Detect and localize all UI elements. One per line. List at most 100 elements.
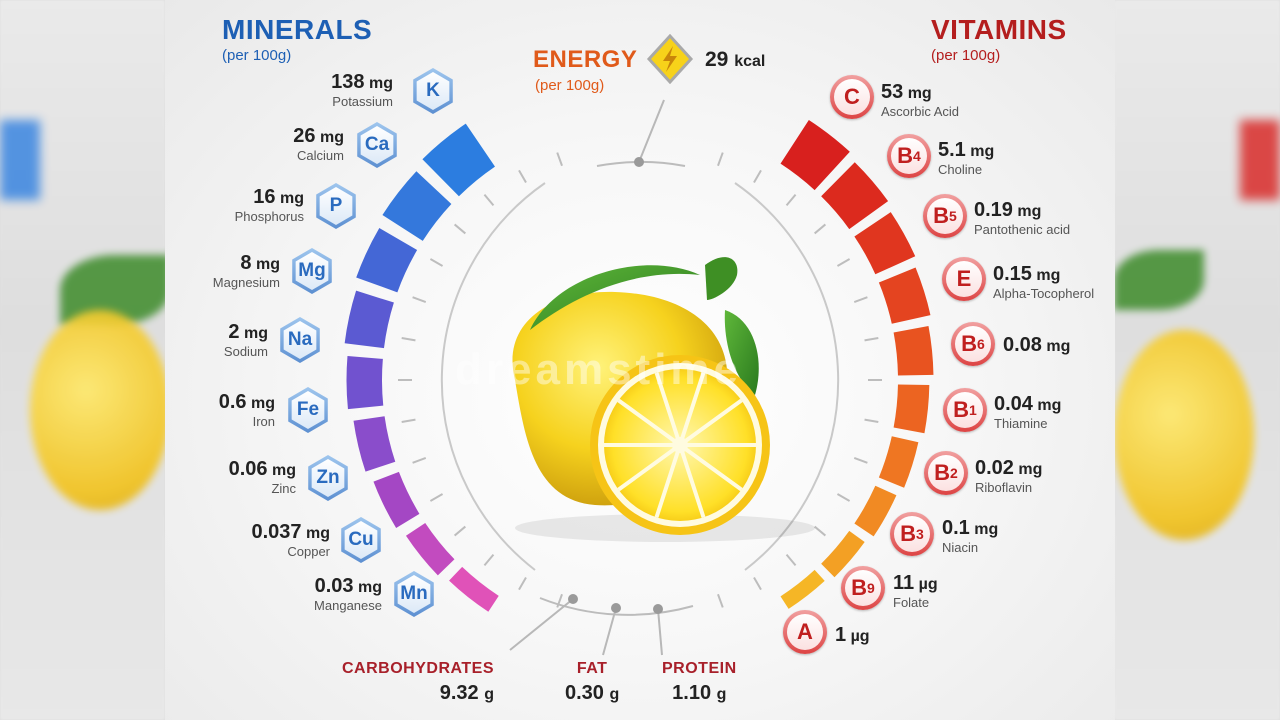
vitamin-unit: mg: [1017, 203, 1042, 220]
dial-tick: [753, 576, 762, 591]
vitamin-item-b6: 0.08 mg: [1003, 335, 1070, 355]
mineral-name: Copper: [287, 544, 330, 559]
vitamin-item-b9: 11 µg Folate: [893, 573, 938, 609]
vitamin-symbol: C: [834, 79, 870, 115]
dial-tick: [412, 296, 427, 303]
vitamin-letter: A: [797, 619, 813, 644]
energy-number: 29: [705, 48, 729, 71]
vitamin-unit: µg: [850, 628, 870, 645]
mineral-symbol: Fe: [291, 391, 325, 429]
dial-tick: [401, 336, 416, 342]
vitamin-unit: mg: [1036, 267, 1061, 284]
mineral-symbol: P: [319, 187, 353, 225]
mineral-name: Iron: [252, 414, 275, 429]
macro-unit: g: [609, 686, 620, 703]
mineral-bar-segment: [346, 356, 384, 410]
lemon-segment-divider: [654, 372, 682, 446]
mineral-item-copper: 0.037 mg Copper: [251, 522, 330, 558]
vitamin-subscript: 5: [949, 208, 957, 224]
carbohydrates-dot: [568, 594, 578, 604]
macro-value: 1.10: [672, 682, 712, 704]
mineral-unit: mg: [306, 525, 330, 542]
mineral-unit: mg: [320, 129, 344, 146]
mineral-item-calcium: 26 mg Calcium: [293, 126, 344, 162]
dial-tick: [814, 223, 827, 235]
mineral-bar-segment: [382, 171, 452, 241]
mineral-value: 26: [293, 125, 316, 147]
vitamin-letter: E: [956, 266, 972, 291]
vitamin-item-b4: 5.1 mg Choline: [938, 140, 994, 176]
vitamin-item-b1: 0.04 mg Thiamine: [994, 394, 1061, 430]
vitamin-bar-segment: [780, 120, 850, 191]
vitamin-letter: B: [897, 143, 914, 168]
lemon-segment-divider: [678, 443, 743, 492]
vitamin-item-a: 1 µg: [835, 625, 870, 645]
mineral-bar-segment: [356, 228, 418, 293]
dial-tick: [483, 193, 495, 206]
vitamins-title: VITAMINS: [931, 14, 1067, 45]
blurred-lemon: [30, 310, 170, 510]
dial-tick: [429, 493, 444, 502]
vitamin-bar-segment: [878, 436, 919, 488]
mineral-value: 16: [253, 186, 276, 208]
vitamin-value: 0.02: [975, 457, 1014, 479]
left-blurred-background: [0, 0, 170, 720]
vitamin-value: 0.19: [974, 199, 1013, 221]
vitamin-bar-segment: [821, 530, 865, 578]
mineral-name: Manganese: [314, 598, 382, 613]
lightning-icon: [646, 34, 694, 84]
infographic-panel: dreamstime MINERALS (per 100g) VITAMINS …: [165, 0, 1115, 720]
macro-name: PROTEIN: [662, 660, 737, 677]
lemon-slice-center: [672, 437, 688, 453]
vitamin-subscript: 2: [950, 465, 958, 481]
mineral-symbol: Cu: [344, 521, 378, 559]
vitamin-value: 1: [835, 624, 847, 646]
mineral-bar-segment: [353, 416, 396, 472]
dial-tick: [556, 152, 563, 167]
vitamin-letter: B: [961, 331, 978, 356]
macro-unit: g: [484, 686, 494, 703]
vitamin-item-b2: 0.02 mg Riboflavin: [975, 458, 1042, 494]
dial-tick: [864, 336, 879, 342]
vitamin-subscript: 9: [867, 580, 875, 596]
mineral-symbol: Na: [283, 321, 317, 359]
vitamin-a-badge: A: [783, 610, 827, 654]
vitamin-name: Pantothenic acid: [974, 222, 1071, 237]
dial-tick: [785, 193, 797, 206]
vitamin-unit: mg: [1037, 397, 1062, 414]
dial-tick: [814, 525, 827, 537]
vitamin-name: Thiamine: [994, 416, 1048, 431]
mineral-value: 0.03: [314, 575, 354, 597]
fat-dot: [611, 603, 621, 613]
mineral-bar-segment: [405, 522, 455, 576]
mineral-value: 0.6: [218, 391, 247, 413]
vitamin-value: 53: [881, 81, 904, 103]
vitamin-item-e: 0.15 mg Alpha-Tocopherol: [993, 264, 1094, 300]
vitamin-value: 0.15: [993, 263, 1032, 285]
mineral-symbol: Mg: [295, 252, 329, 290]
dial-tick: [412, 457, 427, 464]
right-blurred-background: [1114, 0, 1280, 720]
lemon-segment-divider: [654, 444, 682, 518]
protein-connector: [657, 608, 663, 656]
lemon-segment-divider: [617, 398, 682, 447]
mineral-item-iron: 0.6 mg Iron: [219, 392, 275, 428]
macro-value: 0.30: [565, 682, 604, 704]
protein-label: PROTEIN 1.10 g: [662, 660, 737, 705]
mineral-symbol: Mn: [397, 575, 431, 613]
vitamin-name: Folate: [893, 595, 930, 610]
dial-tick: [753, 169, 762, 184]
energy-title: ENERGY: [533, 46, 638, 73]
vitamin-value: 0.04: [994, 393, 1033, 415]
lemon-leaf: [724, 310, 759, 395]
dial-tick: [836, 493, 851, 502]
dial-tick: [518, 576, 527, 591]
mineral-value: 2: [228, 321, 240, 343]
minerals-title: MINERALS: [222, 14, 373, 45]
mineral-item-zinc: 0.06 mg Zinc: [229, 459, 296, 495]
vitamin-value: 11: [893, 572, 915, 594]
